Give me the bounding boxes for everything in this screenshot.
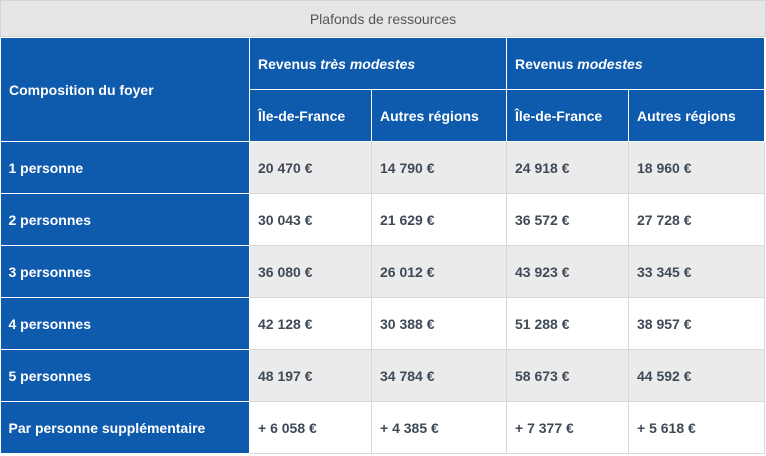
subheader-other-regions-very-modest: Autres régions bbox=[371, 89, 507, 142]
table-cell: 33 345 € bbox=[627, 245, 766, 298]
table-cell: 36 572 € bbox=[506, 193, 629, 246]
row-label: 1 personne bbox=[0, 141, 250, 194]
row-label: 4 personnes bbox=[0, 297, 250, 350]
table-cell: 21 629 € bbox=[371, 193, 507, 246]
table-cell: 30 388 € bbox=[371, 297, 507, 350]
table-row: 2 personnes 30 043 € 21 629 € 36 572 € 2… bbox=[0, 193, 766, 246]
table-cell: 38 957 € bbox=[627, 297, 766, 350]
table-row: Par personne supplémentaire + 6 058 € + … bbox=[0, 401, 766, 454]
table-cell: 48 197 € bbox=[249, 349, 372, 402]
table-cell: + 5 618 € bbox=[627, 401, 766, 454]
table-cell: 36 080 € bbox=[249, 245, 372, 298]
table-cell: 18 960 € bbox=[627, 141, 766, 194]
table-row: 3 personnes 36 080 € 26 012 € 43 923 € 3… bbox=[0, 245, 766, 298]
table-row: 1 personne 20 470 € 14 790 € 24 918 € 18… bbox=[0, 141, 766, 194]
subheader-idf-modest: Île-de-France bbox=[506, 89, 629, 142]
row-label: 5 personnes bbox=[0, 349, 250, 402]
row-label: Par personne supplémentaire bbox=[0, 401, 250, 454]
table-cell: + 4 385 € bbox=[371, 401, 507, 454]
modest-prefix: Revenus bbox=[515, 55, 578, 72]
table-cell: 14 790 € bbox=[371, 141, 507, 194]
modest-emphasis: modestes bbox=[577, 55, 643, 72]
subheader-other-regions-modest: Autres régions bbox=[627, 89, 766, 142]
table-cell: + 7 377 € bbox=[506, 401, 629, 454]
table-cell: 30 043 € bbox=[249, 193, 372, 246]
table-cell: 34 784 € bbox=[371, 349, 507, 402]
very-modest-income-header: Revenus très modestes bbox=[249, 37, 507, 90]
modest-income-header: Revenus modestes bbox=[505, 37, 766, 90]
very-modest-emphasis: très modestes bbox=[320, 55, 416, 72]
row-label: 3 personnes bbox=[0, 245, 250, 298]
table-row: 4 personnes 42 128 € 30 388 € 51 288 € 3… bbox=[0, 297, 766, 350]
very-modest-prefix: Revenus bbox=[258, 55, 321, 72]
table-cell: 42 128 € bbox=[249, 297, 372, 350]
table-row: 5 personnes 48 197 € 34 784 € 58 673 € 4… bbox=[0, 349, 766, 402]
table-cell: 58 673 € bbox=[506, 349, 629, 402]
table-cell: 27 728 € bbox=[627, 193, 766, 246]
table-cell: 26 012 € bbox=[371, 245, 507, 298]
row-label: 2 personnes bbox=[0, 193, 250, 246]
table-cell: 20 470 € bbox=[249, 141, 372, 194]
table-cell: + 6 058 € bbox=[249, 401, 372, 454]
subheader-idf-very-modest: Île-de-France bbox=[249, 89, 372, 142]
table-cell: 24 918 € bbox=[506, 141, 629, 194]
table-caption: Plafonds de ressources bbox=[0, 0, 766, 37]
table-cell: 44 592 € bbox=[627, 349, 766, 402]
table-cell: 51 288 € bbox=[506, 297, 629, 350]
household-composition-header: Composition du foyer bbox=[0, 37, 250, 142]
table-cell: 43 923 € bbox=[506, 245, 629, 298]
resource-ceilings-table: Composition du foyer Revenus très modest… bbox=[0, 37, 766, 454]
